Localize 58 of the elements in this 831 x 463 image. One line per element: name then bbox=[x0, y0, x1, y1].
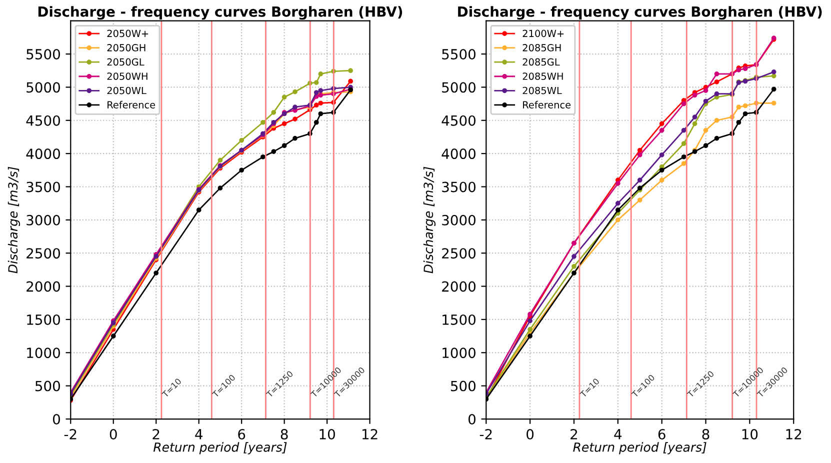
legend-label: 2085GL bbox=[522, 58, 560, 66]
x-axis-title: Return period [years] bbox=[573, 442, 706, 454]
legend-label: Reference bbox=[523, 100, 571, 108]
y-tick-label: 1500 bbox=[27, 314, 60, 325]
y-tick-label: 3500 bbox=[26, 182, 60, 192]
x-tick-label: 12 bbox=[362, 428, 378, 440]
x-tick-label: 8 bbox=[702, 428, 710, 440]
y-tick-label: 3000 bbox=[26, 214, 60, 226]
legend-label: 2050W+ bbox=[107, 30, 148, 38]
x-tick-label: 4 bbox=[195, 429, 202, 440]
y-axis-title: Discharge [m3/s] bbox=[423, 166, 436, 274]
y-tick-label: 4000 bbox=[26, 148, 60, 160]
y-tick-label: 3500 bbox=[442, 182, 476, 192]
x-tick-label: 12 bbox=[786, 428, 802, 440]
x-tick-label: 2 bbox=[152, 428, 160, 440]
legend-label: 2050GL bbox=[107, 58, 144, 66]
x-tick-label: 2 bbox=[570, 428, 578, 440]
chart-title: Discharge - frequency curves Borgharen (HBV) bbox=[458, 6, 822, 20]
x-tick-label: 8 bbox=[280, 428, 288, 440]
x-tick-label: 4 bbox=[614, 429, 622, 440]
y-tick-label: 5000 bbox=[26, 82, 60, 93]
x-tick-label: 6 bbox=[238, 428, 246, 440]
y-tick-label: 0 bbox=[468, 414, 476, 424]
legend-label: Reference bbox=[108, 100, 156, 108]
y-tick-label: 2500 bbox=[26, 248, 60, 259]
y-tick-label: 500 bbox=[450, 380, 476, 392]
y-tick-label: 2000 bbox=[442, 281, 476, 292]
y-tick-label: 4500 bbox=[442, 115, 476, 126]
legend-label: 2050GH bbox=[107, 44, 146, 52]
y-tick-label: 2500 bbox=[442, 248, 476, 259]
x-tick-label: 10 bbox=[320, 428, 335, 440]
legend-label: 2050WL bbox=[107, 86, 146, 94]
x-axis-title: Return period [years] bbox=[153, 442, 287, 454]
legend-label: 2100W+ bbox=[522, 30, 564, 38]
x-tick-label: 10 bbox=[742, 428, 758, 440]
y-tick-label: 4000 bbox=[442, 148, 476, 160]
y-tick-label: 4500 bbox=[26, 115, 60, 126]
y-tick-label: 5500 bbox=[26, 48, 60, 60]
x-tick-label: -2 bbox=[480, 428, 492, 440]
y-tick-label: 0 bbox=[52, 414, 60, 424]
legend-label: 2050WH bbox=[107, 72, 148, 80]
x-tick-label: -2 bbox=[64, 428, 76, 440]
x-tick-label: 6 bbox=[658, 428, 666, 440]
y-tick-label: 5500 bbox=[442, 48, 476, 60]
x-tick-label: 0 bbox=[110, 428, 117, 440]
y-tick-label: 1500 bbox=[442, 314, 476, 325]
y-tick-label: 1000 bbox=[27, 348, 60, 358]
y-tick-label: 5000 bbox=[442, 82, 476, 93]
x-tick-label: 0 bbox=[526, 428, 534, 440]
y-tick-label: 500 bbox=[35, 380, 60, 392]
y-tick-label: 3000 bbox=[442, 214, 476, 226]
y-tick-label: 1000 bbox=[442, 348, 476, 358]
legend-label: 2085GH bbox=[522, 44, 561, 52]
legend-label: 2085WL bbox=[522, 86, 562, 94]
chart-title: Discharge - frequency curves Borgharen (HBV) bbox=[38, 6, 402, 20]
legend-label: 2085WH bbox=[522, 72, 563, 80]
y-axis-title: Discharge [m3/s] bbox=[8, 166, 20, 274]
y-tick-label: 2000 bbox=[26, 281, 60, 292]
